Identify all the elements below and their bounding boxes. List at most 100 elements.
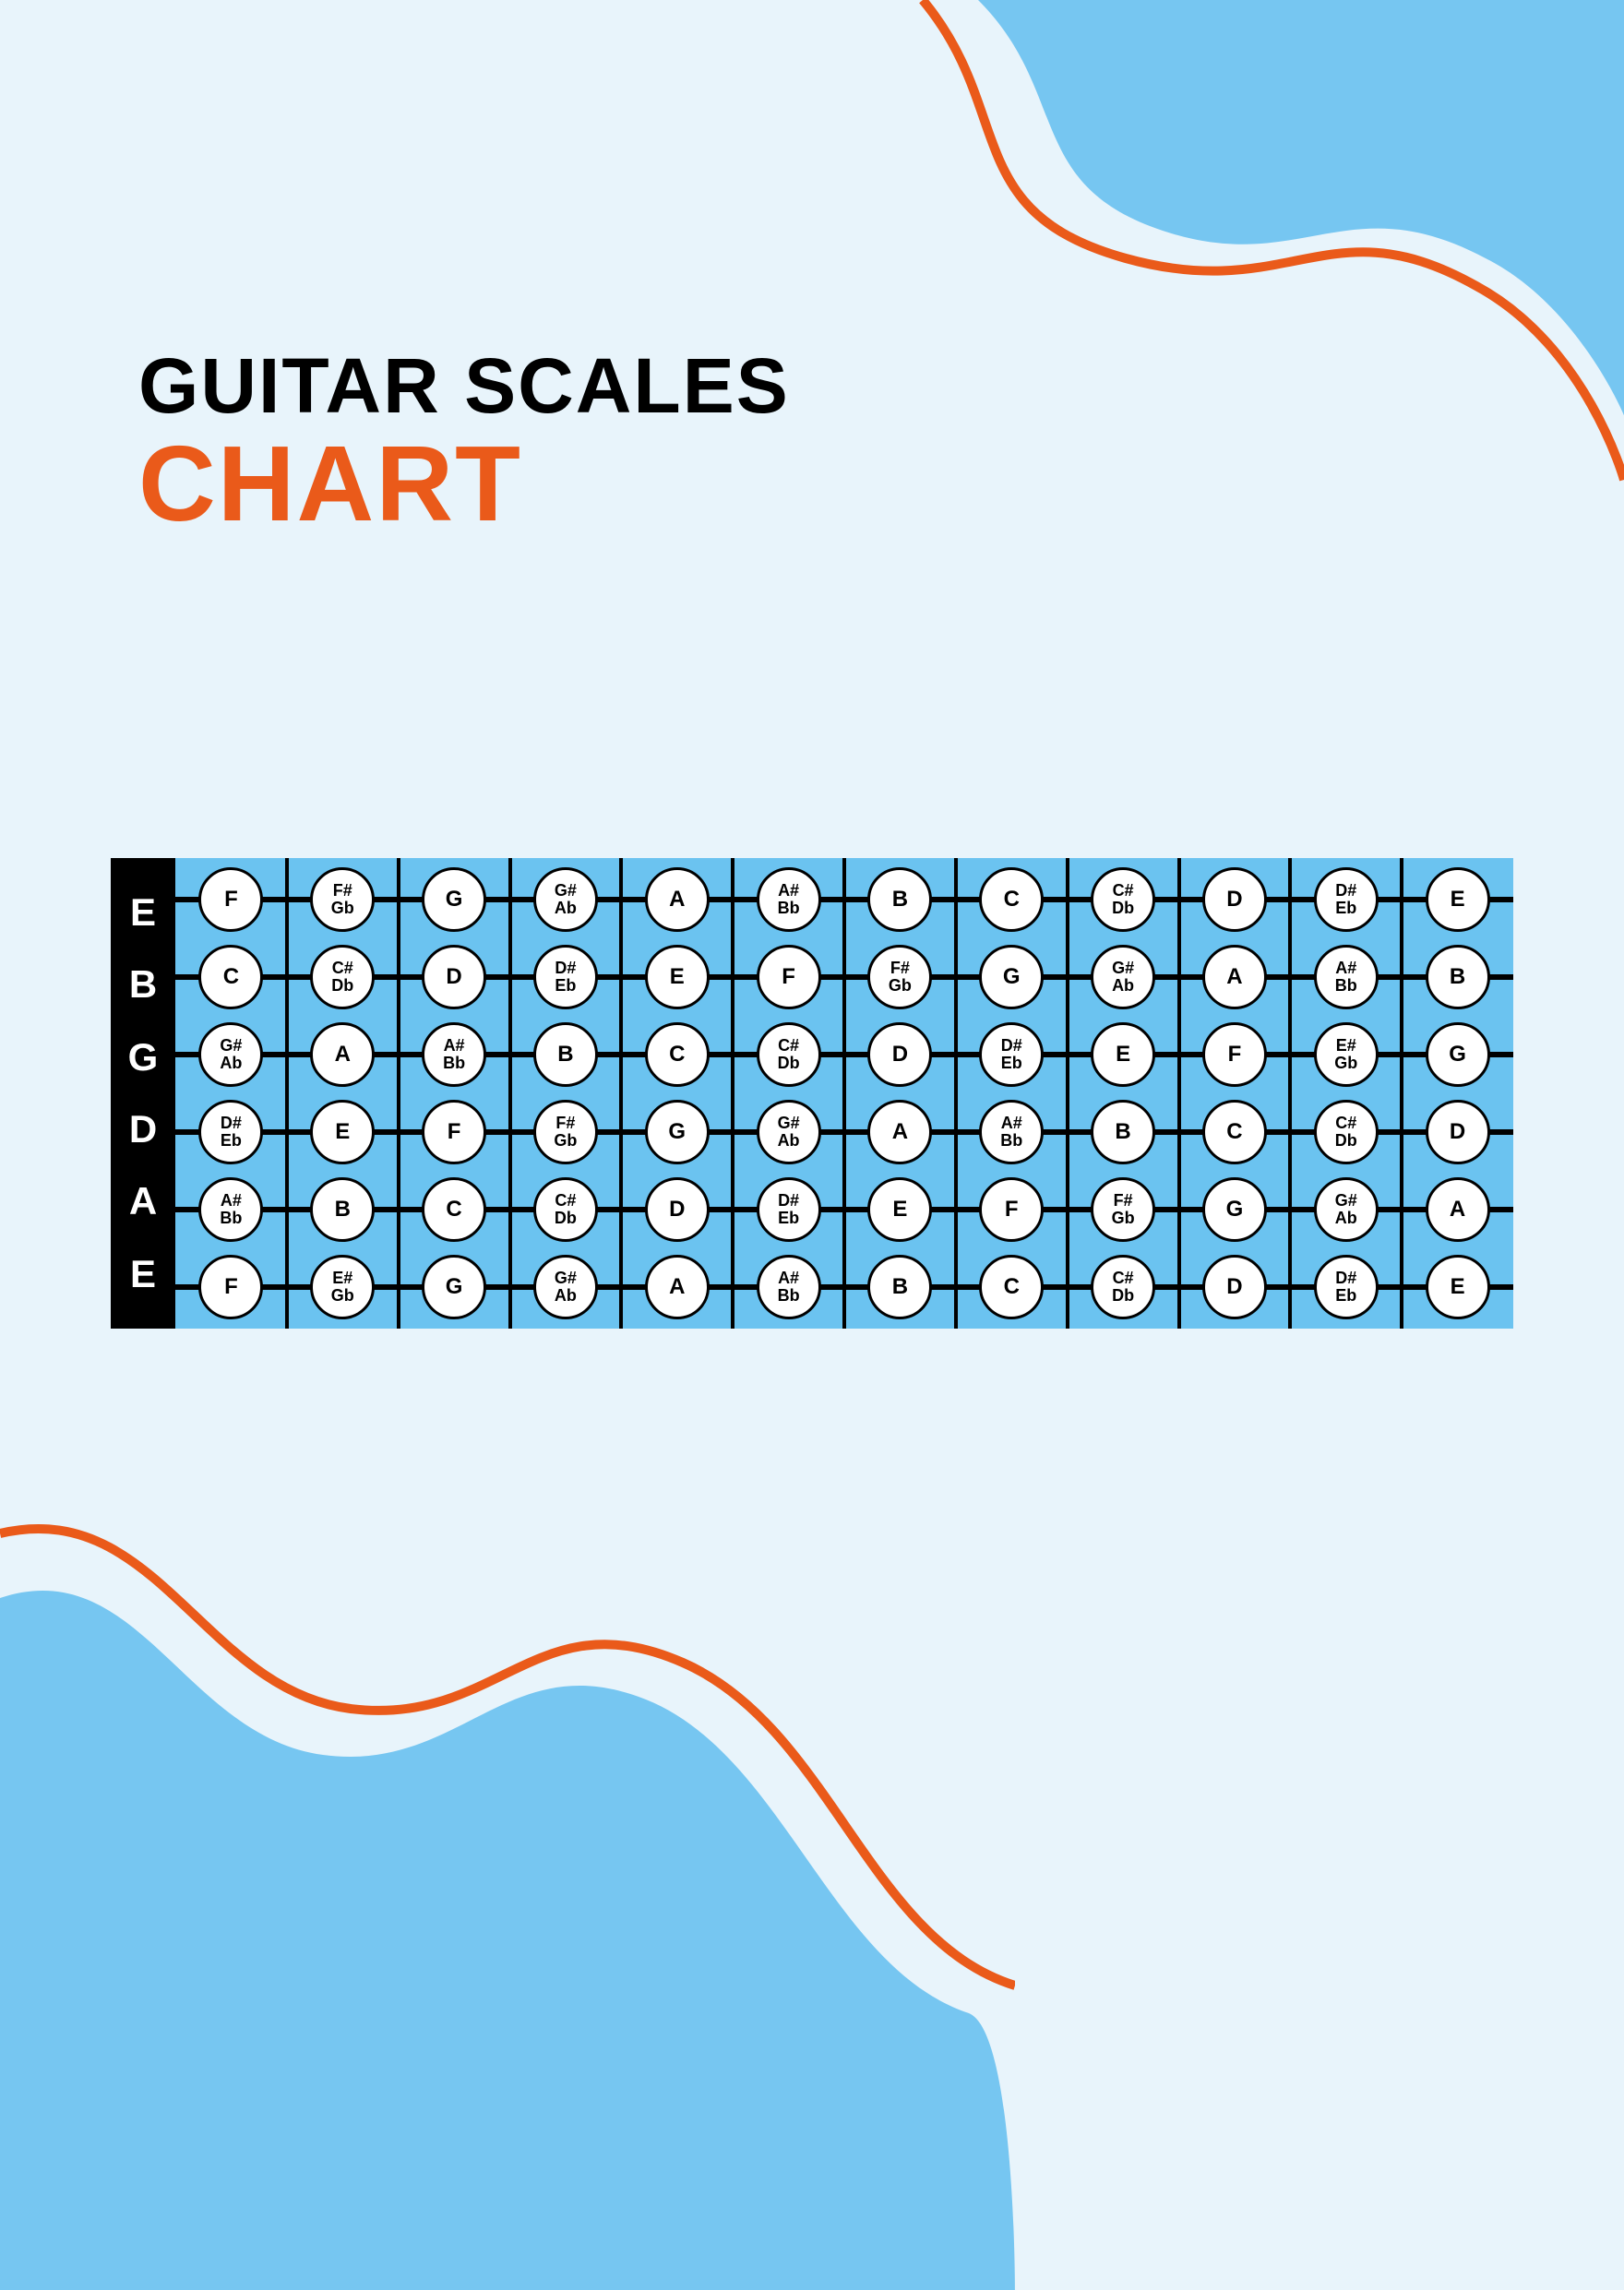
- note-label: D: [1450, 1121, 1465, 1143]
- fret-line: [508, 858, 512, 1329]
- note-marker: G: [1426, 1022, 1490, 1087]
- note-label: E: [1451, 889, 1465, 911]
- note-label: C: [1226, 1121, 1242, 1143]
- note-label: C: [1004, 889, 1020, 911]
- note-label: G#Ab: [1335, 1192, 1357, 1227]
- open-string-label: D: [111, 1107, 175, 1151]
- note-marker: B: [867, 1255, 932, 1319]
- note-marker: D#Eb: [979, 1022, 1044, 1087]
- title-line-2: CHART: [138, 422, 790, 545]
- note-marker: A#Bb: [757, 1255, 821, 1319]
- note-marker: B: [1426, 945, 1490, 1009]
- note-marker: F: [198, 1255, 263, 1319]
- note-marker: F#Gb: [1091, 1177, 1155, 1242]
- note-marker: E: [1426, 867, 1490, 932]
- note-label: C: [669, 1044, 685, 1066]
- open-string-label: A: [111, 1179, 175, 1223]
- note-marker: D: [867, 1022, 932, 1087]
- note-label: C#Db: [778, 1037, 800, 1072]
- note-marker: F: [422, 1100, 486, 1164]
- note-marker: C: [979, 1255, 1044, 1319]
- note-label: D: [1226, 1276, 1242, 1298]
- note-marker: E#Gb: [1314, 1022, 1379, 1087]
- note-label: E: [1451, 1276, 1465, 1298]
- fret-line: [731, 858, 734, 1329]
- note-marker: D: [645, 1177, 710, 1242]
- note-marker: E: [1426, 1255, 1490, 1319]
- note-marker: C#Db: [1091, 1255, 1155, 1319]
- note-marker: A#Bb: [757, 867, 821, 932]
- note-label: C#Db: [1335, 1115, 1357, 1150]
- note-label: A#Bb: [778, 882, 800, 917]
- note-marker: A#Bb: [198, 1177, 263, 1242]
- note-marker: G#Ab: [533, 1255, 598, 1319]
- note-marker: E: [645, 945, 710, 1009]
- fret-line: [397, 858, 400, 1329]
- note-marker: C#Db: [757, 1022, 821, 1087]
- note-marker: E: [310, 1100, 375, 1164]
- note-marker: G: [1202, 1177, 1267, 1242]
- note-marker: D: [1202, 867, 1267, 932]
- note-marker: C: [979, 867, 1044, 932]
- note-label: D#Eb: [1335, 1270, 1356, 1305]
- note-marker: D#Eb: [198, 1100, 263, 1164]
- fret-line: [1066, 858, 1069, 1329]
- note-marker: D: [1202, 1255, 1267, 1319]
- fret-line: [842, 858, 846, 1329]
- note-label: B: [1450, 966, 1465, 988]
- title-line-1: GUITAR SCALES: [138, 341, 790, 431]
- note-marker: C#Db: [1314, 1100, 1379, 1164]
- note-label: D#Eb: [221, 1115, 242, 1150]
- note-marker: C#Db: [533, 1177, 598, 1242]
- fret-line: [954, 858, 958, 1329]
- note-marker: G#Ab: [1091, 945, 1155, 1009]
- note-label: D: [446, 966, 461, 988]
- note-label: G: [446, 889, 463, 911]
- note-label: E: [335, 1121, 350, 1143]
- note-marker: D#Eb: [1314, 1255, 1379, 1319]
- note-label: B: [557, 1044, 573, 1066]
- note-marker: A: [1202, 945, 1267, 1009]
- note-marker: G: [422, 867, 486, 932]
- note-marker: F: [198, 867, 263, 932]
- note-label: C#Db: [1112, 1270, 1134, 1305]
- note-label: E: [892, 1199, 907, 1221]
- fret-line: [1288, 858, 1292, 1329]
- open-strings-column: EBGDAE: [111, 858, 175, 1329]
- note-label: A: [669, 889, 685, 911]
- note-label: C: [1004, 1276, 1020, 1298]
- note-label: G: [446, 1276, 463, 1298]
- note-label: F: [448, 1121, 461, 1143]
- open-string-label: B: [111, 962, 175, 1007]
- fretboard-grid: FF#GbGG#AbAA#BbBCC#DbDD#EbECC#DbDD#EbEFF…: [175, 858, 1513, 1329]
- note-marker: C: [422, 1177, 486, 1242]
- note-label: G#Ab: [555, 1270, 577, 1305]
- open-string-label: E: [111, 1252, 175, 1296]
- note-marker: G#Ab: [1314, 1177, 1379, 1242]
- note-label: C: [446, 1199, 461, 1221]
- note-marker: G#Ab: [198, 1022, 263, 1087]
- note-marker: A#Bb: [1314, 945, 1379, 1009]
- note-marker: E: [867, 1177, 932, 1242]
- note-marker: D: [1426, 1100, 1490, 1164]
- note-label: B: [892, 1276, 908, 1298]
- note-marker: G: [422, 1255, 486, 1319]
- note-label: D: [892, 1044, 908, 1066]
- note-marker: D#Eb: [757, 1177, 821, 1242]
- fret-line: [285, 858, 289, 1329]
- decorative-wave-top: [794, 0, 1624, 646]
- note-label: C: [223, 966, 239, 988]
- note-label: C#Db: [555, 1192, 577, 1227]
- note-marker: G#Ab: [533, 867, 598, 932]
- note-marker: F: [1202, 1022, 1267, 1087]
- note-label: F#Gb: [554, 1115, 577, 1150]
- note-label: C#Db: [1112, 882, 1134, 917]
- note-marker: E: [1091, 1022, 1155, 1087]
- note-marker: D: [422, 945, 486, 1009]
- note-marker: A: [1426, 1177, 1490, 1242]
- page-title: GUITAR SCALES CHART: [138, 341, 790, 545]
- note-marker: B: [1091, 1100, 1155, 1164]
- note-label: A#Bb: [1335, 960, 1357, 995]
- note-marker: G: [979, 945, 1044, 1009]
- note-marker: G: [645, 1100, 710, 1164]
